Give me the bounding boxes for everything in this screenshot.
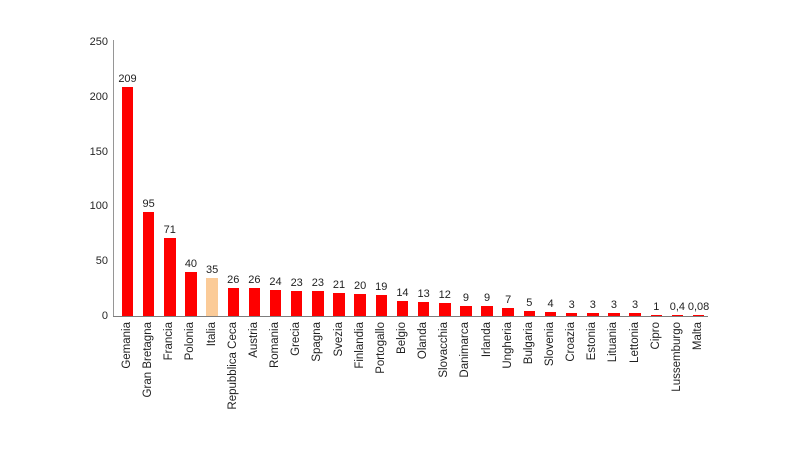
bar: [396, 300, 409, 316]
y-axis-tick-label: 50: [95, 255, 108, 268]
y-axis-tick-label: 150: [89, 145, 108, 158]
category-label: Slovacchia: [438, 322, 451, 378]
category-label: Belgio: [395, 322, 408, 354]
category-label: Danimarca: [459, 322, 472, 378]
category-label: Ungheria: [501, 322, 514, 369]
y-axis-tick-label: 200: [89, 90, 108, 103]
bar: [142, 211, 155, 316]
bar: [290, 290, 303, 316]
bar: [629, 312, 641, 316]
bar: [248, 287, 261, 316]
bar-value-label: 71: [163, 224, 176, 237]
y-axis-tick-label: 100: [89, 200, 108, 213]
category-label: Estonia: [586, 322, 599, 361]
bar: [608, 312, 620, 316]
bar: [565, 312, 578, 316]
category-label: Malta: [692, 322, 705, 351]
bar: [544, 311, 557, 316]
bar: [121, 86, 134, 316]
category-label: Polonia: [184, 322, 197, 361]
category-label: Gemania: [121, 322, 133, 369]
bar: [460, 306, 472, 316]
bar: [417, 301, 430, 316]
bar: [312, 290, 324, 316]
bar: [692, 315, 705, 316]
bar: [587, 312, 599, 316]
bar-value-label: 35: [205, 263, 219, 276]
bar-value-label: 1: [653, 300, 660, 313]
bar-value-label: 3: [610, 298, 617, 311]
bar: [502, 308, 514, 316]
bar-value-label: 26: [227, 273, 240, 286]
bar-value-label: 13: [417, 287, 430, 300]
bar: [333, 292, 345, 316]
bar-value-label: 26: [248, 273, 261, 286]
bar-value-label: 3: [589, 298, 596, 311]
bar-value-label: 20: [354, 280, 367, 293]
bar: [439, 302, 451, 316]
category-label: Svezia: [332, 322, 345, 357]
bar: [269, 289, 282, 316]
category-label: Portogallo: [374, 322, 387, 374]
y-axis-tick-label: 250: [89, 36, 108, 48]
category-label: Italia: [205, 322, 218, 347]
bar-value-label: 40: [184, 258, 198, 271]
category-label: Bulgaria: [522, 322, 535, 365]
category-label: Francia: [163, 322, 176, 361]
bar-value-label: 3: [632, 298, 639, 311]
bar-value-label: 21: [332, 278, 346, 291]
bar: [671, 315, 684, 316]
bar-value-label: 95: [142, 197, 155, 210]
bar: [481, 306, 493, 316]
bar-value-label: 209: [118, 72, 137, 85]
bar: [354, 294, 366, 316]
category-label: Slovenia: [544, 322, 556, 367]
category-label: Grecia: [290, 322, 303, 356]
bar: [375, 295, 388, 316]
bar-value-label: 23: [311, 276, 324, 289]
category-label: Finlandia: [353, 322, 366, 369]
category-label: Repubblica Ceca: [226, 322, 239, 410]
bar-highlighted: [206, 277, 218, 316]
bar-value-label: 4: [547, 297, 554, 310]
bar-value-label: 0,4: [669, 301, 686, 313]
category-label: Irlanda: [480, 322, 493, 358]
category-label: Romania: [269, 322, 282, 369]
bar-value-label: 9: [462, 292, 469, 305]
category-label: Austria: [247, 322, 260, 358]
category-label: Spagna: [311, 322, 324, 362]
bar-value-label: 24: [269, 275, 282, 288]
bar-value-label: 5: [526, 296, 533, 309]
bar-value-label: 12: [438, 288, 451, 301]
y-axis-tick-label: 0: [101, 310, 108, 322]
bar-value-label: 23: [290, 276, 303, 289]
bar: [227, 287, 239, 316]
category-label: Lituania: [607, 322, 620, 363]
bar: [185, 272, 197, 316]
category-label: Lussemburgo: [670, 322, 683, 392]
bar-value-label: 14: [396, 286, 409, 299]
bar-value-label: 19: [375, 281, 388, 294]
category-label: Cipro: [649, 322, 662, 350]
bar: [650, 314, 662, 316]
bar-value-label: 9: [483, 292, 491, 305]
bar-value-label: 3: [568, 298, 575, 311]
x-axis-line: [113, 316, 708, 317]
y-axis-line: [113, 40, 114, 316]
category-label: Lettonia: [628, 322, 641, 363]
bar: [523, 310, 536, 316]
bar-value-label: 7: [505, 294, 512, 307]
category-label: Olanda: [417, 322, 430, 360]
bar-value-label: 0,08: [687, 301, 710, 313]
bar: [164, 238, 176, 316]
category-label: Gran Bretagna: [142, 322, 155, 398]
category-label: Croazia: [565, 322, 578, 362]
